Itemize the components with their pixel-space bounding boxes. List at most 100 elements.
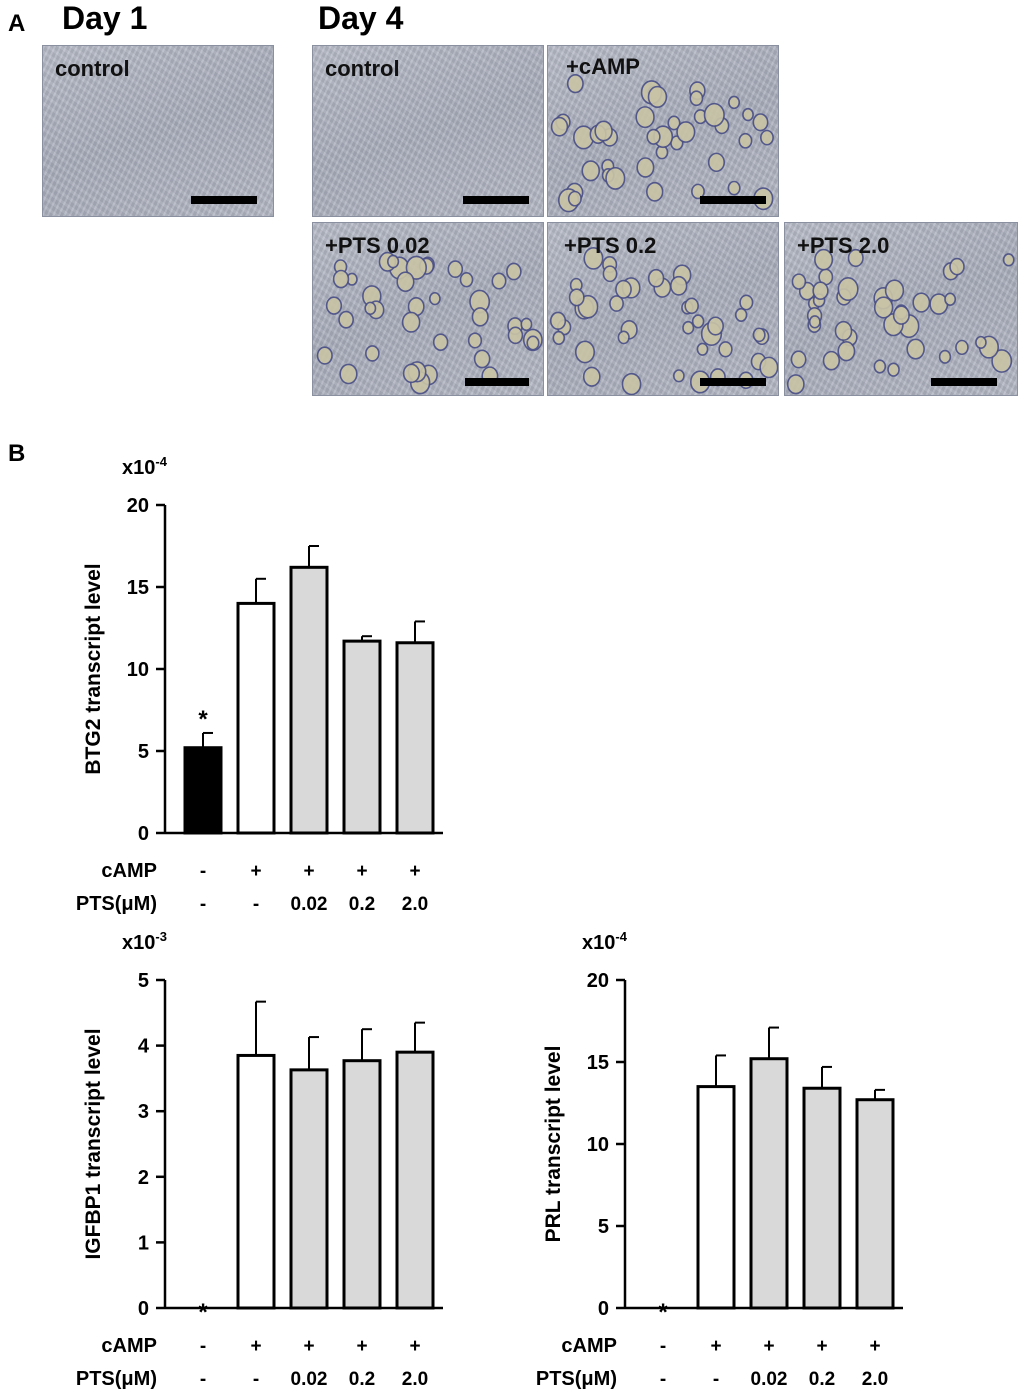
cell-texture: [550, 74, 774, 213]
cell-shape: [567, 190, 582, 207]
micrograph-label: +PTS 2.0: [797, 233, 890, 258]
cell-shape: [949, 257, 965, 276]
cell-shape: [526, 335, 540, 351]
cell-texture: [316, 251, 543, 395]
y-tick-label: 5: [138, 741, 149, 763]
cell-shape: [703, 102, 725, 127]
treatment-value: -: [660, 1336, 666, 1357]
y-multiplier-label: x10-4: [582, 929, 628, 954]
cell-shape: [583, 246, 604, 270]
treatment-value: 2.0: [402, 1369, 428, 1390]
cell-shape: [791, 273, 807, 290]
treatment-value: +: [816, 1336, 827, 1357]
treatment-value: -: [713, 1369, 719, 1390]
bar: [696, 1085, 736, 1310]
cell-shape: [491, 272, 507, 290]
cell-shape: [707, 152, 726, 173]
treatment-value: +: [303, 1336, 314, 1357]
cell-texture: [786, 248, 1015, 395]
treatment-value: +: [710, 1336, 721, 1357]
cell-shape: [834, 320, 853, 342]
y-multiplier-label: x10-4: [122, 454, 168, 479]
panel-a-letter: A: [8, 10, 26, 37]
bar: [395, 1050, 435, 1310]
day1-title: Day 1: [62, 0, 148, 36]
bar: [855, 1098, 895, 1310]
y-multiplier-exponent: -3: [155, 929, 167, 944]
treatment-value: 2.0: [402, 894, 428, 915]
bar: [342, 1059, 382, 1310]
igfbp1-bar-chart: x10-3 IGFBP1 transcript level 0 1 2 3 4 5 * cAMP -…: [76, 929, 443, 1390]
cell-shape: [636, 157, 655, 178]
cell-shape: [938, 349, 952, 364]
cell-shape: [672, 369, 685, 383]
cell-shape: [728, 95, 741, 110]
cell-shape: [594, 120, 613, 142]
bar: [236, 1053, 276, 1310]
day4-title: Day 4: [318, 0, 404, 36]
scale-bar: [465, 378, 529, 386]
micrograph-day4-pts-0-2: +PTS 0.2: [547, 222, 779, 396]
y-tick-label: 0: [138, 1298, 149, 1320]
cell-shape: [808, 315, 821, 329]
cell-shape: [837, 277, 859, 302]
camp-row-label: cAMP: [101, 1335, 157, 1357]
cell-shape: [520, 317, 533, 332]
cell-shape: [786, 374, 805, 395]
treatment-value: +: [356, 1336, 367, 1357]
treatment-value: -: [200, 1369, 206, 1390]
cell-shape: [738, 132, 753, 149]
cell-shape: [566, 74, 584, 94]
treatment-value: +: [303, 861, 314, 882]
cell-shape: [645, 181, 664, 202]
treatment-value: 0.2: [349, 1369, 375, 1390]
y-axis-label: BTG2 transcript level: [82, 563, 105, 774]
cell-shape: [884, 279, 905, 302]
micrograph-label: control: [55, 56, 130, 81]
cell-shape: [991, 349, 1013, 373]
cell-shape: [739, 294, 754, 311]
cell-shape: [955, 339, 969, 356]
y-tick-label: 3: [138, 1101, 149, 1123]
significance-asterisk: *: [198, 1299, 208, 1326]
cell-shape: [752, 113, 769, 132]
cell-shape: [669, 275, 688, 296]
cell-shape: [759, 356, 778, 379]
treatment-value: +: [250, 861, 261, 882]
cell-shape: [574, 340, 596, 364]
y-tick-label: 2: [138, 1167, 149, 1189]
micrograph-label: control: [325, 56, 400, 81]
cell-shape: [759, 129, 774, 146]
micrograph-day4-pts-2-0: +PTS 2.0: [784, 222, 1018, 396]
cell-shape: [691, 314, 705, 329]
significance-asterisk: *: [198, 706, 208, 733]
cell-shape: [402, 363, 421, 384]
treatment-value: +: [250, 1336, 261, 1357]
treatment-value: 0.02: [291, 1369, 328, 1390]
cell-shape: [734, 307, 748, 322]
cell-shape: [696, 342, 709, 356]
cell-shape: [401, 311, 421, 333]
cell-shape: [975, 335, 987, 350]
y-axis-label: PRL transcript level: [542, 1046, 565, 1243]
treatment-value: -: [200, 894, 206, 915]
cell-shape: [581, 160, 601, 182]
cell-shape: [396, 271, 415, 293]
cell-shape: [617, 330, 630, 345]
micrograph-day4-pts-0-02: +PTS 0.02: [312, 222, 544, 396]
cell-shape: [887, 362, 900, 377]
cell-shape: [507, 326, 524, 345]
cell-shape: [718, 341, 733, 358]
cell-shape: [682, 320, 695, 335]
cell-shape: [602, 265, 618, 283]
cell-shape: [892, 305, 910, 325]
significance-asterisk: *: [658, 1299, 668, 1326]
cell-shape: [873, 296, 894, 319]
cell-shape: [812, 281, 829, 300]
cell-shape: [582, 366, 601, 387]
treatment-value: -: [660, 1369, 666, 1390]
treatment-value: +: [409, 1336, 420, 1357]
pts-row-label: PTS(μM): [76, 893, 157, 915]
cell-shape: [647, 85, 668, 108]
y-tick-label: 5: [598, 1216, 609, 1238]
